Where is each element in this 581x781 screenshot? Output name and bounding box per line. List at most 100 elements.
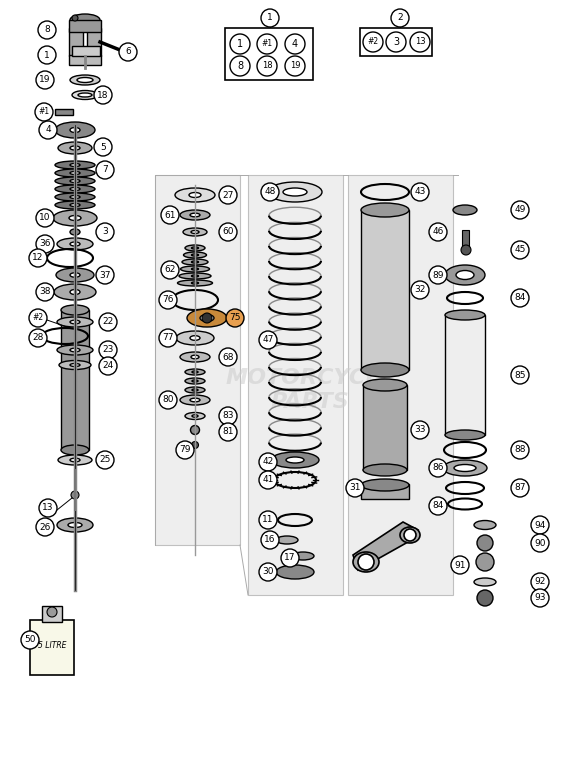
- Ellipse shape: [474, 578, 496, 586]
- Ellipse shape: [400, 527, 420, 543]
- Text: 77: 77: [162, 333, 174, 343]
- Ellipse shape: [192, 254, 199, 256]
- Circle shape: [38, 21, 56, 39]
- Circle shape: [511, 289, 529, 307]
- Circle shape: [36, 71, 54, 89]
- Text: 17: 17: [284, 554, 296, 562]
- Circle shape: [36, 235, 54, 253]
- Bar: [87, 28, 101, 56]
- Text: 45: 45: [514, 245, 526, 255]
- Circle shape: [159, 291, 177, 309]
- Ellipse shape: [474, 520, 496, 530]
- Ellipse shape: [70, 163, 80, 166]
- Text: 61: 61: [164, 211, 175, 219]
- Circle shape: [531, 534, 549, 552]
- Circle shape: [230, 34, 250, 54]
- Ellipse shape: [70, 14, 100, 26]
- Circle shape: [404, 529, 416, 541]
- Ellipse shape: [180, 395, 210, 405]
- Ellipse shape: [185, 378, 205, 384]
- Text: 46: 46: [432, 227, 444, 237]
- Ellipse shape: [190, 213, 200, 217]
- Ellipse shape: [200, 315, 214, 322]
- Circle shape: [219, 423, 237, 441]
- Circle shape: [202, 313, 212, 323]
- Text: 1: 1: [267, 13, 273, 23]
- Ellipse shape: [70, 458, 80, 462]
- Ellipse shape: [283, 188, 307, 196]
- Ellipse shape: [57, 345, 93, 355]
- Circle shape: [99, 357, 117, 375]
- Text: 94: 94: [535, 520, 546, 530]
- Ellipse shape: [70, 242, 80, 246]
- Ellipse shape: [363, 464, 407, 476]
- Text: 43: 43: [414, 187, 426, 197]
- Ellipse shape: [185, 387, 205, 393]
- Circle shape: [29, 309, 47, 327]
- Ellipse shape: [55, 193, 95, 201]
- Circle shape: [511, 366, 529, 384]
- Ellipse shape: [190, 398, 200, 401]
- Ellipse shape: [192, 380, 198, 382]
- Circle shape: [119, 43, 137, 61]
- Ellipse shape: [70, 290, 80, 294]
- Ellipse shape: [185, 412, 205, 419]
- Ellipse shape: [192, 247, 199, 249]
- Text: MOTORCYCLE
PARTS: MOTORCYCLE PARTS: [225, 369, 395, 412]
- Text: 28: 28: [33, 333, 44, 343]
- Circle shape: [39, 121, 57, 139]
- Ellipse shape: [70, 146, 80, 150]
- Polygon shape: [353, 522, 418, 570]
- Bar: [361, 484, 409, 499]
- Circle shape: [159, 391, 177, 409]
- Ellipse shape: [70, 75, 100, 85]
- Text: 1: 1: [237, 39, 243, 49]
- Ellipse shape: [57, 317, 93, 327]
- Ellipse shape: [271, 452, 319, 468]
- Text: 3: 3: [102, 227, 108, 237]
- Text: 8: 8: [237, 61, 243, 71]
- Text: 50: 50: [24, 636, 36, 644]
- Circle shape: [159, 329, 177, 347]
- Text: 80: 80: [162, 395, 174, 405]
- Text: 68: 68: [223, 352, 234, 362]
- Ellipse shape: [445, 430, 485, 440]
- Text: 85: 85: [514, 370, 526, 380]
- Circle shape: [36, 518, 54, 536]
- Text: 10: 10: [40, 213, 51, 223]
- Ellipse shape: [443, 460, 487, 476]
- Ellipse shape: [180, 210, 210, 220]
- Circle shape: [411, 281, 429, 299]
- Text: 33: 33: [414, 426, 426, 434]
- Circle shape: [71, 491, 79, 499]
- Bar: [42, 606, 62, 622]
- Text: 48: 48: [264, 187, 276, 197]
- Ellipse shape: [454, 465, 476, 472]
- Ellipse shape: [190, 336, 200, 341]
- Ellipse shape: [183, 228, 207, 236]
- Text: 81: 81: [223, 427, 234, 437]
- Bar: [155, 175, 240, 545]
- Circle shape: [411, 421, 429, 439]
- Text: 19: 19: [290, 62, 300, 70]
- Circle shape: [429, 459, 447, 477]
- Ellipse shape: [180, 352, 210, 362]
- Circle shape: [29, 329, 47, 347]
- Bar: [61, 310, 89, 450]
- Text: 84: 84: [514, 294, 526, 302]
- Circle shape: [281, 549, 299, 567]
- Text: 89: 89: [432, 270, 444, 280]
- Text: 23: 23: [102, 345, 114, 355]
- Circle shape: [477, 590, 493, 606]
- Text: 41: 41: [262, 476, 274, 484]
- Ellipse shape: [178, 280, 213, 286]
- Ellipse shape: [61, 305, 89, 315]
- Circle shape: [94, 138, 112, 156]
- Ellipse shape: [53, 210, 97, 226]
- Ellipse shape: [192, 282, 199, 284]
- Circle shape: [99, 313, 117, 331]
- Ellipse shape: [70, 180, 80, 183]
- Circle shape: [96, 266, 114, 284]
- Text: 36: 36: [40, 240, 51, 248]
- Ellipse shape: [57, 518, 93, 532]
